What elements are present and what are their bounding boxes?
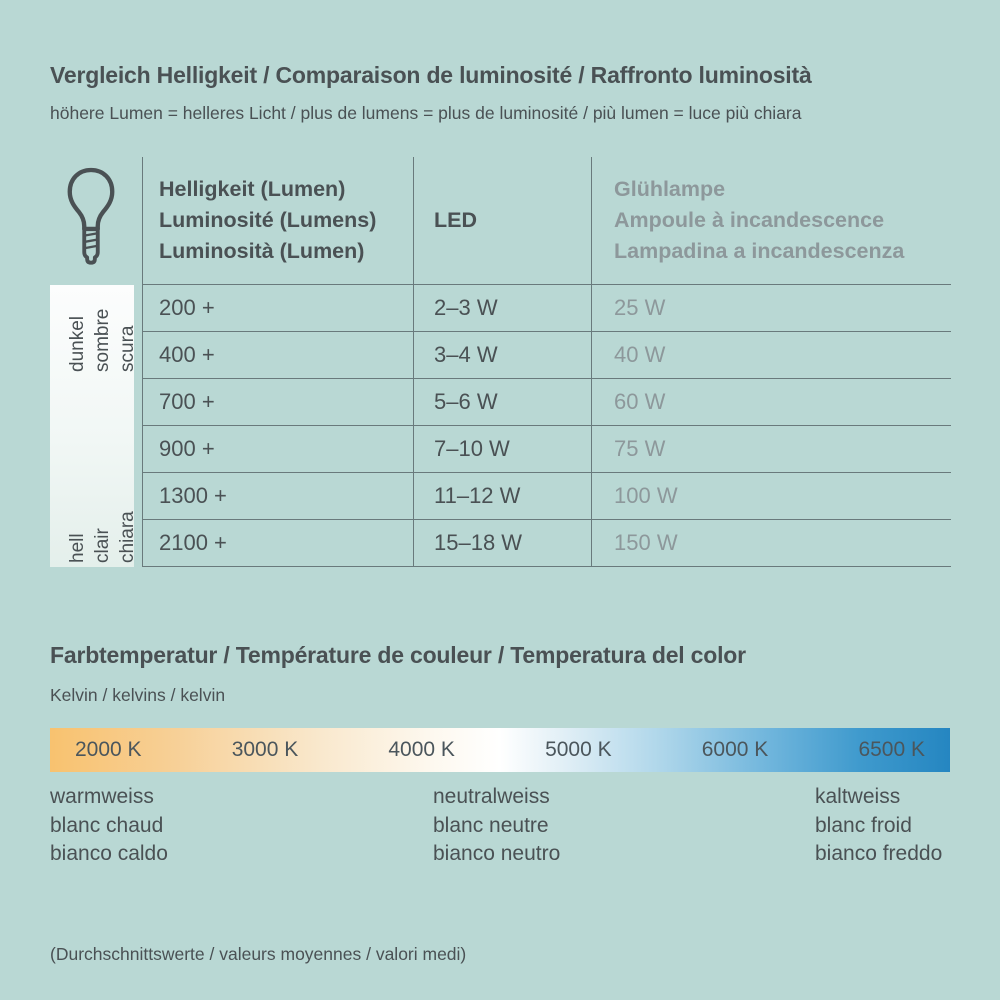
- side-label-line: dunkel: [67, 316, 88, 372]
- incandescent-watt-value: 150 W: [591, 520, 951, 567]
- lumen-value: 400 +: [143, 332, 413, 379]
- comparison-grid: Helligkeit (Lumen) Luminosité (Lumens) L…: [142, 157, 951, 567]
- brightness-title: Vergleich Helligkeit / Comparaison de lu…: [50, 62, 812, 88]
- led-watt-value: 15–18 W: [413, 520, 591, 567]
- brightness-subtitle: höhere Lumen = helleres Licht / plus de …: [50, 103, 802, 123]
- led-column-header: LED: [413, 157, 591, 285]
- kelvin-tick: 5000 K: [545, 738, 612, 761]
- header-line: Ampoule à incandescence: [614, 208, 885, 232]
- led-watt-value: 11–12 W: [413, 473, 591, 520]
- legend-warm-white: warmweiss blanc chaud bianco caldo: [50, 783, 433, 869]
- header-line: LED: [434, 208, 477, 232]
- kelvin-tick: 4000 K: [388, 738, 455, 761]
- footnote: (Durchschnittswerte / valeurs moyennes /…: [50, 944, 467, 964]
- color-temperature-subtitle: Kelvin / kelvins / kelvin: [50, 685, 226, 705]
- side-label-dark: dunkel sombre scura: [65, 309, 140, 372]
- brightness-table: dunkel sombre scura hell clair chiara He…: [50, 155, 951, 567]
- incandescent-watt-value: 60 W: [591, 379, 951, 426]
- kelvin-gradient-bar: 2000 K 3000 K 4000 K 5000 K 6000 K 6500 …: [50, 728, 950, 772]
- light-bulb-icon: [67, 167, 115, 265]
- lumen-value: 900 +: [143, 426, 413, 473]
- side-label-line: scura: [117, 325, 138, 372]
- white-tone-legend: warmweiss blanc chaud bianco caldo neutr…: [50, 783, 950, 869]
- header-line: Helligkeit (Lumen): [159, 177, 346, 201]
- side-label-line: hell: [67, 533, 88, 563]
- header-line: Luminosité (Lumens): [159, 208, 377, 232]
- kelvin-tick: 2000 K: [75, 738, 142, 761]
- led-watt-value: 3–4 W: [413, 332, 591, 379]
- header-line: Luminosità (Lumen): [159, 239, 365, 263]
- side-label-line: chiara: [117, 511, 138, 563]
- legend-line: bianco neutro: [433, 842, 561, 865]
- lumen-value: 1300 +: [143, 473, 413, 520]
- led-watt-value: 2–3 W: [413, 285, 591, 332]
- lumen-value: 700 +: [143, 379, 413, 426]
- incandescent-watt-value: 100 W: [591, 473, 951, 520]
- color-temperature-title: Farbtemperatur / Température de couleur …: [50, 642, 746, 668]
- legend-line: bianco freddo: [815, 842, 943, 865]
- legend-neutral-white: neutralweiss blanc neutre bianco neutro: [433, 783, 815, 869]
- kelvin-tick: 3000 K: [231, 738, 299, 761]
- lumen-value: 200 +: [143, 285, 413, 332]
- incandescent-watt-value: 40 W: [591, 332, 951, 379]
- side-label-line: clair: [92, 528, 113, 563]
- lumen-value: 2100 +: [143, 520, 413, 567]
- brightness-scale-strip: [50, 285, 134, 567]
- legend-line: warmweiss: [50, 785, 154, 808]
- incandescent-watt-value: 75 W: [591, 426, 951, 473]
- kelvin-tick: 6500 K: [858, 738, 925, 761]
- legend-line: blanc neutre: [433, 813, 549, 837]
- side-label-line: sombre: [92, 308, 113, 372]
- incandescent-watt-value: 25 W: [591, 285, 951, 332]
- legend-line: blanc froid: [815, 813, 912, 837]
- legend-line: blanc chaud: [50, 813, 164, 837]
- legend-line: kaltweiss: [815, 785, 901, 808]
- incandescent-column-header: Glühlampe Ampoule à incandescence Lampad…: [591, 157, 951, 285]
- side-label-bright: hell clair chiara: [65, 511, 140, 563]
- led-watt-value: 5–6 W: [413, 379, 591, 426]
- led-watt-value: 7–10 W: [413, 426, 591, 473]
- header-line: Lampadina a incandescenza: [614, 239, 905, 263]
- kelvin-tick: 6000 K: [701, 738, 769, 761]
- header-line: Glühlampe: [614, 177, 726, 201]
- legend-line: bianco caldo: [50, 842, 168, 865]
- lumen-column-header: Helligkeit (Lumen) Luminosité (Lumens) L…: [143, 157, 413, 285]
- legend-cold-white: kaltweiss blanc froid bianco freddo: [815, 783, 950, 869]
- legend-line: neutralweiss: [433, 785, 550, 808]
